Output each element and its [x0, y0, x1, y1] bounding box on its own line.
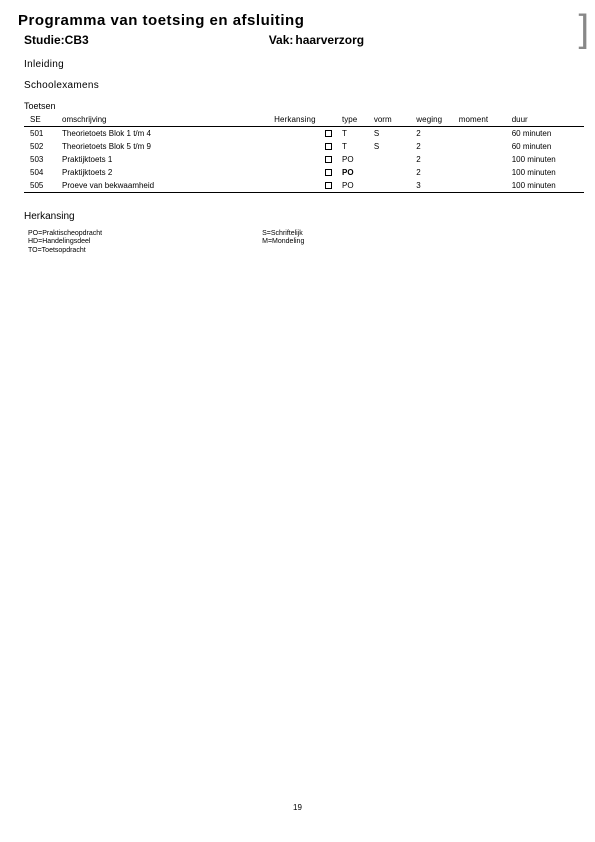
col-omschrijving: omschrijving: [60, 113, 272, 127]
checkbox-icon: [325, 182, 332, 189]
col-moment: moment: [457, 113, 510, 127]
herkansing-heading: Herkansing: [24, 211, 577, 222]
cell-herkansing: [272, 127, 340, 141]
cell-vorm: [372, 179, 414, 193]
cell-herkansing: [272, 153, 340, 166]
toetsen-table: SE omschrijving Herkansing type vorm weg…: [24, 113, 584, 193]
legend-item: S=Schriftelijk: [262, 230, 304, 238]
checkbox-icon: [325, 156, 332, 163]
page-number: 19: [0, 803, 595, 812]
cell-omschrijving: Theorietoets Blok 5 t/m 9: [60, 140, 272, 153]
table-row: 504Praktijktoets 2 PO 2 100 minuten: [24, 166, 584, 179]
cell-weging: 2: [414, 140, 456, 153]
cell-se: 504: [24, 166, 60, 179]
cell-weging: 2: [414, 127, 456, 141]
legend-item: M=Mondeling: [262, 238, 304, 246]
toetsen-heading: Toetsen: [24, 101, 577, 111]
cell-duur: 100 minuten: [510, 179, 584, 193]
cell-duur: 60 minuten: [510, 127, 584, 141]
legend-item: TO=Toetsopdracht: [28, 247, 102, 255]
cell-vorm: S: [372, 140, 414, 153]
cell-moment: [457, 127, 510, 141]
legend-item: PO=Praktischeopdracht: [28, 230, 102, 238]
cell-weging: 2: [414, 166, 456, 179]
cell-weging: 2: [414, 153, 456, 166]
cell-herkansing: [272, 140, 340, 153]
cell-se: 505: [24, 179, 60, 193]
checkbox-icon: [325, 130, 332, 137]
col-herkansing: Herkansing: [272, 113, 340, 127]
cell-omschrijving: Praktijktoets 1: [60, 153, 272, 166]
cell-se: 502: [24, 140, 60, 153]
document-title: Programma van toetsing en afsluiting: [18, 12, 577, 29]
cell-vorm: [372, 166, 414, 179]
cell-se: 501: [24, 127, 60, 141]
cell-vorm: S: [372, 127, 414, 141]
legend-right: S=SchriftelijkM=Mondeling: [262, 230, 304, 255]
cell-vorm: [372, 153, 414, 166]
legend: PO=PraktischeopdrachtHD=HandelingsdeelTO…: [28, 230, 577, 255]
vak-value: haarverzorg: [295, 33, 364, 47]
cell-moment: [457, 153, 510, 166]
table-header-row: SE omschrijving Herkansing type vorm weg…: [24, 113, 584, 127]
table-row: 502Theorietoets Blok 5 t/m 9 TS2 60 minute…: [24, 140, 584, 153]
col-duur: duur: [510, 113, 584, 127]
col-se: SE: [24, 113, 60, 127]
sub-header: Studie: CB3 Vak: haarverzorg: [24, 33, 577, 47]
cell-omschrijving: Praktijktoets 2: [60, 166, 272, 179]
col-vorm: vorm: [372, 113, 414, 127]
studie-label: Studie:: [24, 33, 65, 47]
cell-type: T: [340, 140, 372, 153]
cell-duur: 100 minuten: [510, 166, 584, 179]
checkbox-icon: [325, 143, 332, 150]
cell-moment: [457, 166, 510, 179]
cell-herkansing: [272, 179, 340, 193]
corner-bracket: ]: [578, 8, 589, 51]
col-weging: weging: [414, 113, 456, 127]
schoolexamens-heading: Schoolexamens: [24, 80, 577, 91]
cell-duur: 60 minuten: [510, 140, 584, 153]
cell-se: 503: [24, 153, 60, 166]
cell-omschrijving: Theorietoets Blok 1 t/m 4: [60, 127, 272, 141]
cell-type: T: [340, 127, 372, 141]
cell-type: PO: [340, 179, 372, 193]
col-type: type: [340, 113, 372, 127]
table-row: 503Praktijktoets 1 PO 2 100 minuten: [24, 153, 584, 166]
table-row: 505Proeve van bekwaamheid PO 3 100 minuten: [24, 179, 584, 193]
legend-left: PO=PraktischeopdrachtHD=HandelingsdeelTO…: [28, 230, 102, 255]
legend-item: HD=Handelingsdeel: [28, 238, 102, 246]
table-row: 501Theorietoets Blok 1 t/m 4 TS2 60 minute…: [24, 127, 584, 141]
studie-value: CB3: [65, 33, 89, 47]
cell-weging: 3: [414, 179, 456, 193]
vak-label: Vak:: [269, 33, 294, 47]
cell-moment: [457, 179, 510, 193]
cell-moment: [457, 140, 510, 153]
cell-type: PO: [340, 153, 372, 166]
cell-duur: 100 minuten: [510, 153, 584, 166]
checkbox-icon: [325, 169, 332, 176]
cell-omschrijving: Proeve van bekwaamheid: [60, 179, 272, 193]
cell-herkansing: [272, 166, 340, 179]
cell-type: PO: [340, 166, 372, 179]
inleiding-heading: Inleiding: [24, 59, 577, 70]
